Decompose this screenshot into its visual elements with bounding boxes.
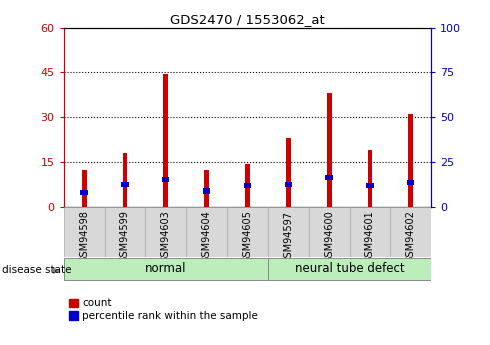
Text: normal: normal (145, 262, 187, 275)
Bar (285, 182, 292, 187)
FancyBboxPatch shape (186, 207, 227, 257)
Bar (122, 153, 127, 207)
Text: GSM94602: GSM94602 (406, 210, 416, 263)
Text: GSM94599: GSM94599 (120, 210, 130, 263)
Bar (368, 150, 372, 207)
Bar (121, 182, 128, 187)
Bar (325, 175, 333, 180)
Bar (80, 190, 88, 195)
FancyBboxPatch shape (349, 207, 391, 257)
Text: GSM94600: GSM94600 (324, 210, 334, 263)
Bar (245, 164, 250, 207)
FancyBboxPatch shape (146, 207, 186, 257)
Bar (408, 114, 413, 207)
Text: neural tube defect: neural tube defect (294, 262, 404, 275)
Bar (203, 188, 210, 194)
Bar (327, 93, 332, 207)
Bar (82, 170, 87, 207)
Text: GSM94605: GSM94605 (243, 210, 252, 263)
Bar (162, 177, 170, 182)
Bar (163, 74, 168, 207)
FancyBboxPatch shape (104, 207, 146, 257)
FancyBboxPatch shape (64, 207, 104, 257)
Text: GSM94603: GSM94603 (161, 210, 171, 263)
Text: GSM94604: GSM94604 (201, 210, 212, 263)
Bar (204, 170, 209, 207)
Title: GDS2470 / 1553062_at: GDS2470 / 1553062_at (170, 13, 325, 27)
Bar (366, 183, 373, 188)
FancyBboxPatch shape (391, 207, 431, 257)
FancyBboxPatch shape (227, 207, 268, 257)
FancyBboxPatch shape (309, 207, 349, 257)
Text: GSM94598: GSM94598 (79, 210, 89, 263)
Bar (407, 180, 415, 186)
Bar (286, 138, 291, 207)
Text: GSM94597: GSM94597 (283, 210, 294, 264)
Legend: count, percentile rank within the sample: count, percentile rank within the sample (69, 298, 258, 321)
FancyBboxPatch shape (268, 258, 431, 280)
Text: GSM94601: GSM94601 (365, 210, 375, 263)
Text: disease state: disease state (2, 265, 72, 275)
FancyBboxPatch shape (64, 258, 268, 280)
Bar (244, 183, 251, 188)
FancyBboxPatch shape (268, 207, 309, 257)
